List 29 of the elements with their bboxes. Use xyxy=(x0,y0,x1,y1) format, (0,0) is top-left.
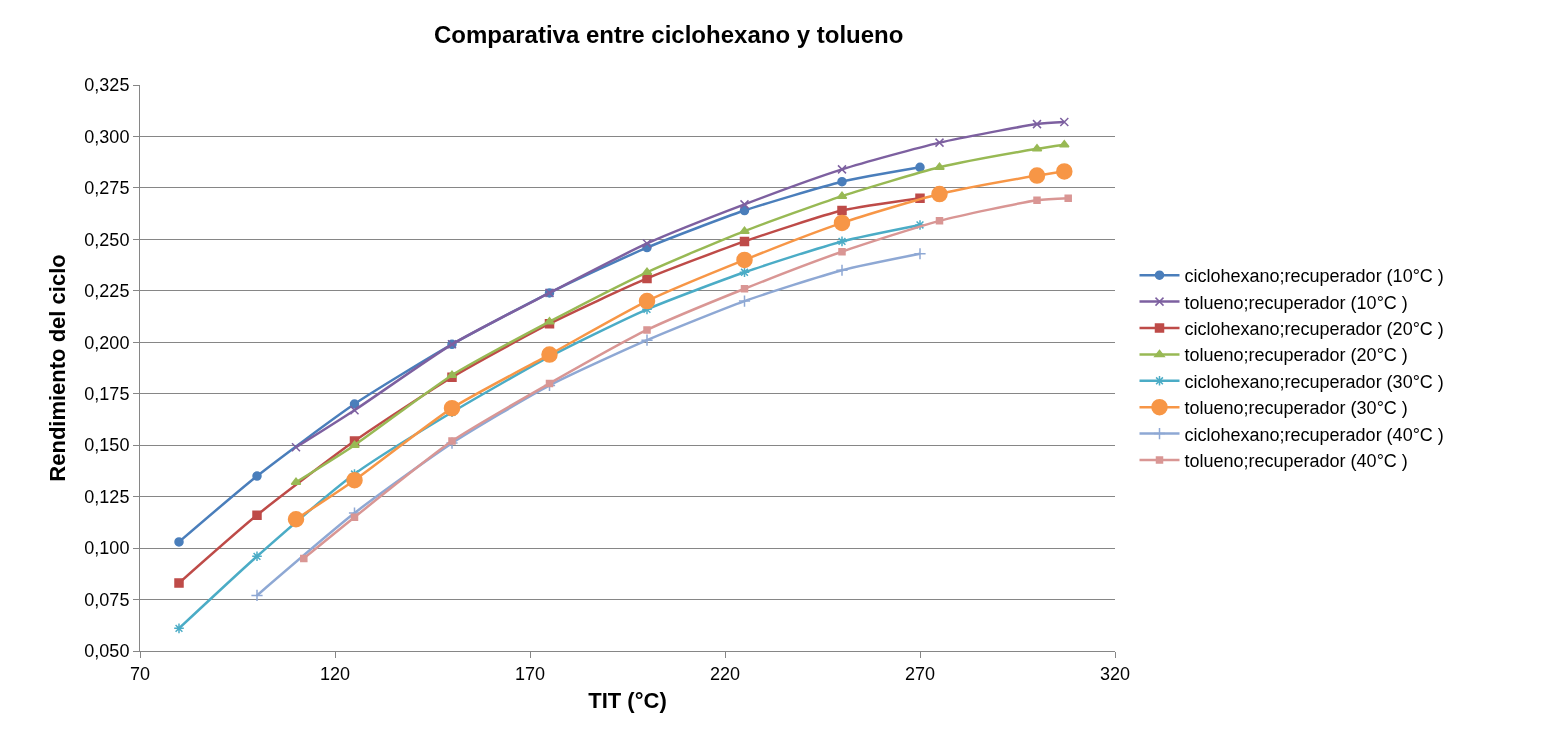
y-axis-title: Rendimiento del ciclo xyxy=(45,254,71,482)
legend-label: tolueno;recuperador (30°C ) xyxy=(1184,398,1408,419)
legend-label: tolueno;recuperador (10°C ) xyxy=(1184,292,1408,313)
chart-title: Comparativa entre ciclohexano y tolueno xyxy=(433,20,904,48)
x-tick-label: 320 xyxy=(1099,663,1131,684)
x-tick-label: 170 xyxy=(514,663,546,684)
y-tick-label: 0,325 xyxy=(84,75,130,96)
y-tick-label: 0,050 xyxy=(84,641,130,662)
legend-label: tolueno;recuperador (40°C ) xyxy=(1184,451,1408,472)
y-tick-label: 0,200 xyxy=(84,332,130,353)
y-tick-label: 0,275 xyxy=(84,178,130,199)
x-tick-label: 70 xyxy=(129,663,151,684)
x-axis-title: TIT (°C) xyxy=(588,688,667,714)
legend-label: tolueno;recuperador (20°C ) xyxy=(1184,345,1408,366)
y-tick-label: 0,175 xyxy=(84,384,130,405)
y-tick-label: 0,100 xyxy=(84,538,130,559)
y-tick-label: 0,225 xyxy=(84,281,130,302)
y-tick-label: 0,300 xyxy=(84,126,130,147)
y-tick-label: 0,150 xyxy=(84,435,130,456)
legend-label: ciclohexano;recuperador (20°C ) xyxy=(1184,319,1444,340)
legend-label: ciclohexano;recuperador (40°C ) xyxy=(1184,424,1444,445)
x-tick-label: 270 xyxy=(904,663,936,684)
y-tick-label: 0,075 xyxy=(84,589,130,610)
legend-label: ciclohexano;recuperador (10°C ) xyxy=(1184,266,1444,287)
y-tick-label: 0,250 xyxy=(84,229,130,250)
x-tick-label: 120 xyxy=(319,663,351,684)
x-tick-label: 220 xyxy=(709,663,741,684)
y-tick-label: 0,125 xyxy=(84,486,130,507)
legend-label: ciclohexano;recuperador (30°C ) xyxy=(1184,371,1444,392)
